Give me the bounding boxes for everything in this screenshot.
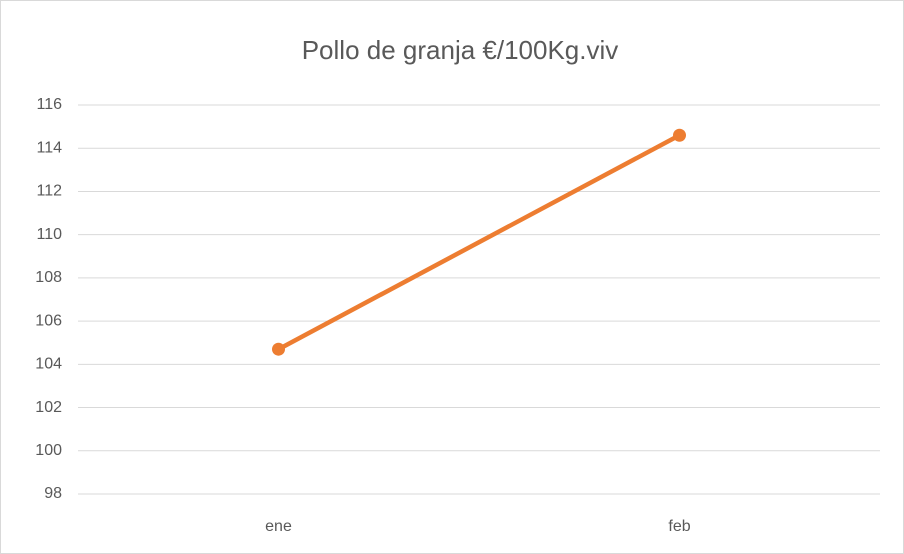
x-tick-label: feb [668,518,690,535]
x-tick-label: ene [265,518,292,535]
y-tick-label: 108 [35,269,62,286]
line-series [276,133,682,352]
y-tick-label: 114 [36,139,62,156]
chart-title: Pollo de granja €/100Kg.viv [302,35,619,65]
data-point [673,128,686,142]
y-tick-label: 98 [44,485,62,502]
y-tick-label: 106 [35,312,62,329]
data-point [272,342,285,356]
y-tick-label: 110 [36,226,62,243]
y-tick-label: 102 [35,399,62,416]
y-tick-label: 116 [36,96,62,113]
y-tick-label: 112 [36,183,62,200]
y-tick-label: 104 [35,356,62,373]
y-tick-label: 100 [35,442,62,459]
